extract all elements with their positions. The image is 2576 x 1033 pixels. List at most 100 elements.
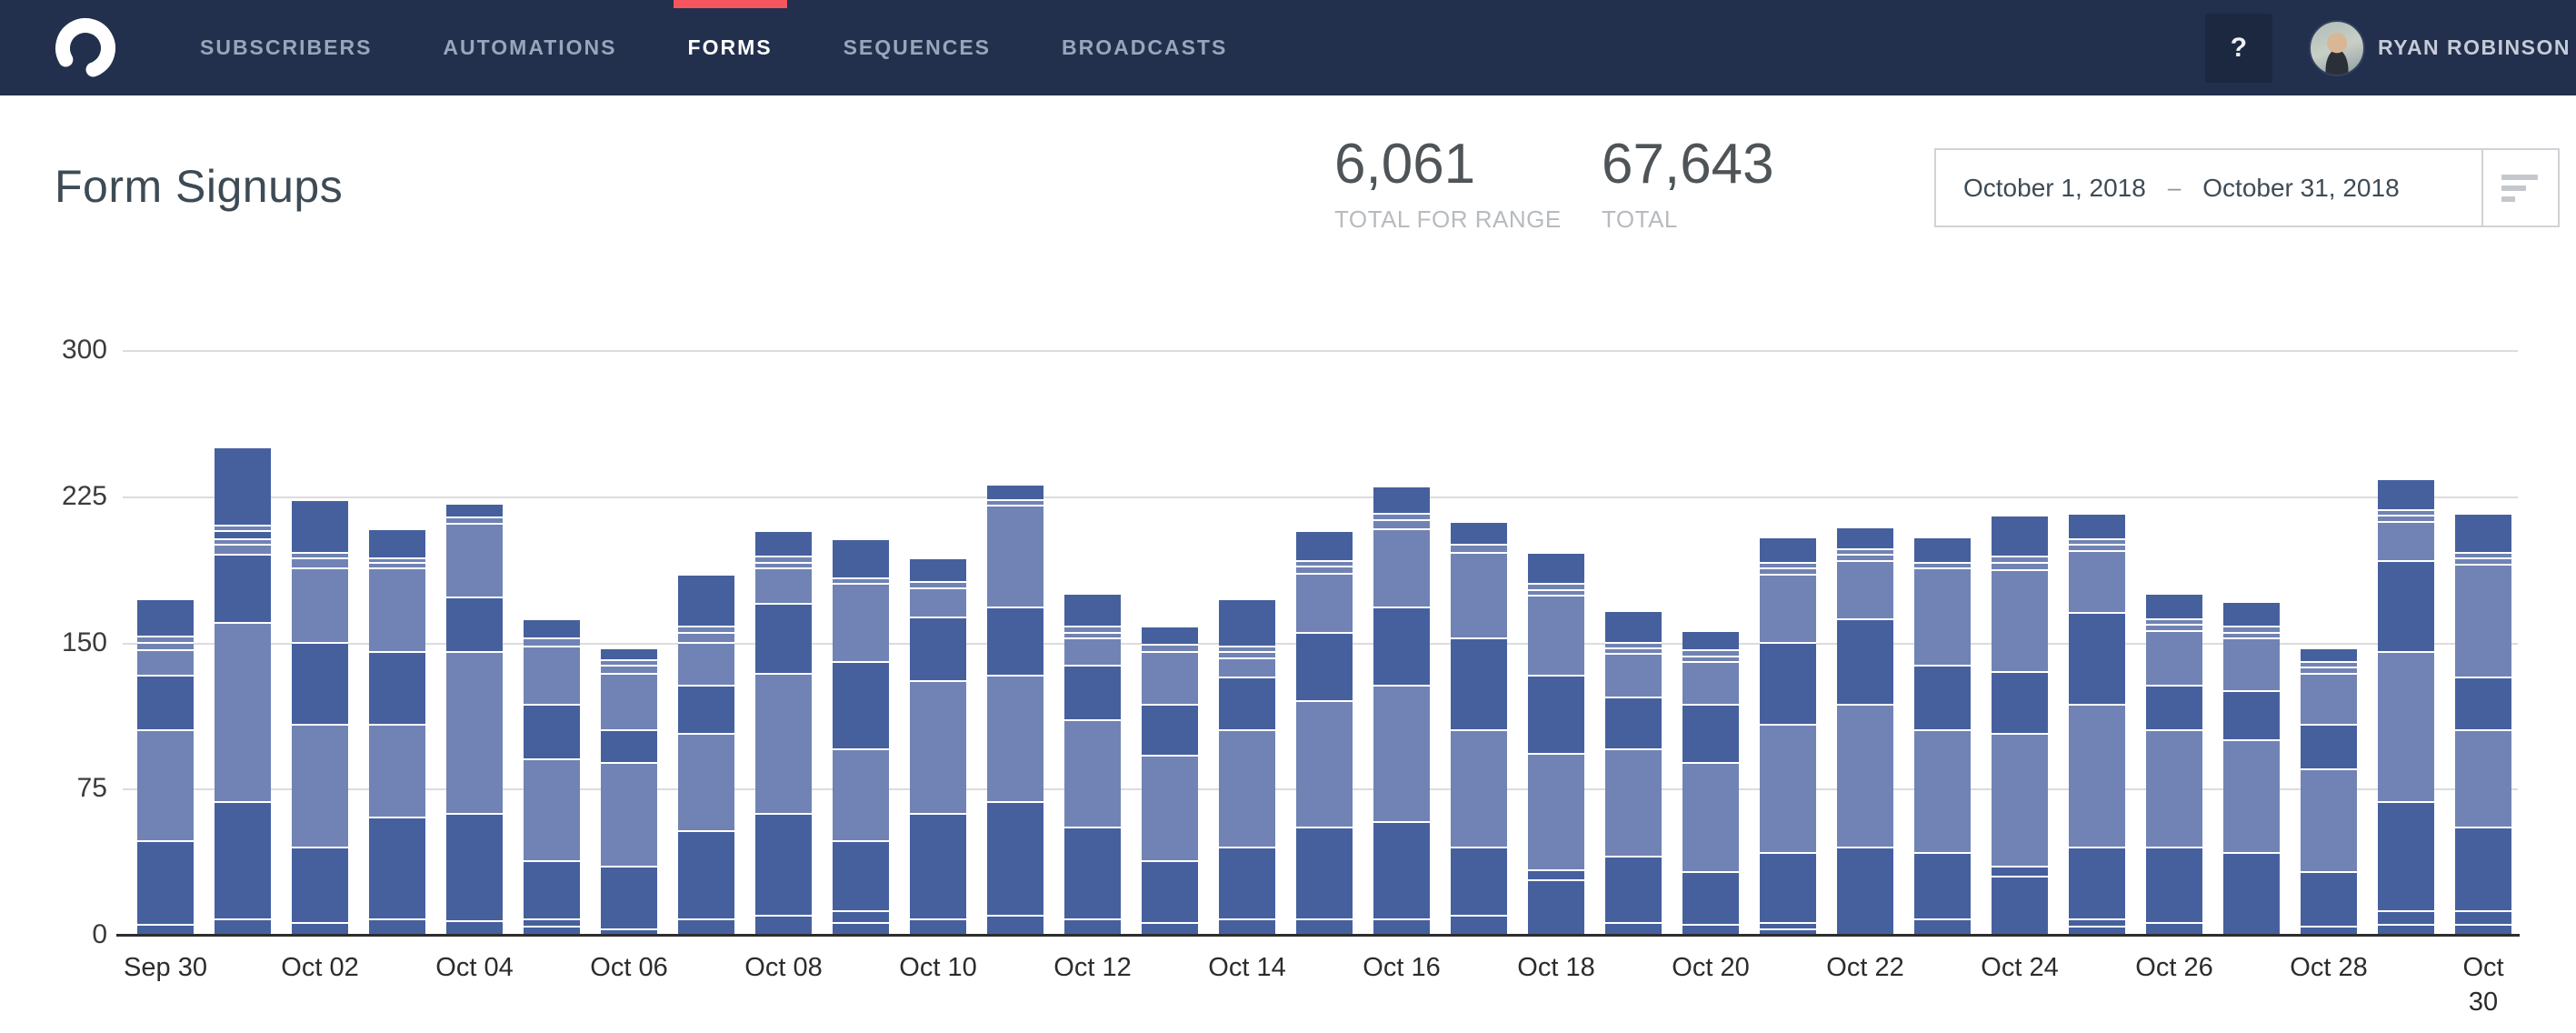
bar-segment — [2301, 668, 2357, 675]
bar-segment — [1373, 520, 1430, 531]
bar-oct-16[interactable] — [1373, 487, 1430, 936]
date-range-picker[interactable]: October 1, 2018 – October 31, 2018 — [1934, 148, 2560, 227]
date-range-start: October 1, 2018 — [1963, 173, 2146, 202]
x-axis-label: Oct 02 — [281, 953, 359, 982]
bar-oct-10[interactable] — [910, 559, 966, 936]
bar-segment — [1373, 530, 1430, 608]
bar-segment — [833, 539, 889, 579]
bar-segment — [1142, 627, 1198, 646]
bar-segment — [524, 619, 580, 640]
bar-oct-05[interactable] — [524, 619, 580, 936]
bar-segment — [1451, 639, 1507, 731]
convertkit-logo-icon[interactable] — [49, 12, 122, 85]
bar-segment — [2069, 847, 2125, 920]
bar-segment — [1219, 658, 1275, 679]
bar-segment — [446, 518, 503, 525]
bar-oct-21[interactable] — [1760, 537, 1816, 936]
bar-oct-12[interactable] — [1064, 594, 1121, 936]
bar-segment — [2455, 828, 2511, 913]
bar-oct-03[interactable] — [369, 530, 425, 936]
bar-oct-14[interactable] — [1219, 600, 1275, 936]
bar-segment — [1760, 853, 1816, 925]
bar-oct-22[interactable] — [1837, 528, 1893, 936]
bar-segment — [369, 653, 425, 726]
bar-oct-01[interactable] — [215, 448, 271, 936]
bar-segment — [2378, 510, 2434, 517]
bar-segment — [1373, 607, 1430, 687]
bar-segment — [1914, 919, 1971, 936]
bar-segment — [1219, 653, 1275, 659]
bar-segment — [369, 818, 425, 920]
bar-segment — [1605, 857, 1662, 925]
bar-segment — [1992, 571, 2048, 673]
bar-segment — [1064, 627, 1121, 634]
bar-segment — [755, 916, 812, 936]
bar-segment — [524, 919, 580, 928]
bar-oct-11[interactable] — [987, 485, 1043, 936]
bar-oct-07[interactable] — [678, 575, 734, 936]
x-axis-label: Sep 30 — [124, 953, 207, 982]
bar-segment — [2301, 648, 2357, 663]
bar-segment — [1605, 697, 1662, 751]
bar-segment — [1219, 919, 1275, 936]
bar-segment — [755, 557, 812, 564]
nav-item-broadcasts[interactable]: BROADCASTS — [1062, 35, 1228, 59]
top-navbar: SUBSCRIBERS AUTOMATIONS FORMS SEQUENCES BROA… — [0, 0, 2576, 95]
bar-segment — [1605, 655, 1662, 698]
bar-segment — [292, 725, 348, 848]
bar-oct-29[interactable] — [2378, 479, 2434, 936]
bar-oct-15[interactable] — [1296, 532, 1353, 936]
bar-oct-18[interactable] — [1528, 553, 1584, 936]
bar-oct-23[interactable] — [1914, 537, 1971, 936]
bar-segment — [755, 815, 812, 917]
bar-oct-24[interactable] — [1992, 516, 2048, 936]
nav-item-sequences[interactable]: SEQUENCES — [843, 35, 992, 59]
date-range-text: October 1, 2018 – October 31, 2018 — [1936, 174, 2481, 203]
y-axis-label: 150 — [61, 627, 107, 657]
bar-segment — [1992, 516, 2048, 558]
bar-oct-02[interactable] — [292, 501, 348, 936]
bar-oct-27[interactable] — [2223, 602, 2280, 936]
bar-oct-30[interactable] — [2455, 515, 2511, 936]
avatar[interactable] — [2308, 19, 2365, 76]
bar-segment — [1992, 563, 2048, 572]
nav-item-subscribers[interactable]: SUBSCRIBERS — [200, 35, 373, 59]
bar-segment — [1296, 919, 1353, 936]
bar-oct-09[interactable] — [833, 539, 889, 936]
bar-oct-25[interactable] — [2069, 515, 2125, 936]
bar-segment — [1992, 735, 2048, 868]
bar-segment — [446, 598, 503, 654]
help-button[interactable]: ? — [2204, 13, 2272, 83]
bar-segment — [2223, 692, 2280, 741]
bar-oct-20[interactable] — [1682, 631, 1739, 936]
nav-item-forms[interactable]: FORMS — [673, 0, 787, 95]
bar-segment — [446, 653, 503, 816]
bar-oct-06[interactable] — [601, 648, 657, 936]
bar-oct-08[interactable] — [755, 532, 812, 936]
bar-segment — [1451, 546, 1507, 554]
bar-oct-04[interactable] — [446, 505, 503, 936]
x-axis-label: Oct 18 — [1517, 953, 1595, 982]
bar-segment — [910, 815, 966, 920]
x-axis-label: Oct 10 — [899, 953, 977, 982]
bar-segment — [1064, 639, 1121, 667]
bar-oct-26[interactable] — [2146, 594, 2202, 936]
bar-sep-30[interactable] — [137, 600, 194, 936]
bar-oct-17[interactable] — [1451, 522, 1507, 936]
page-title: Form Signups — [55, 161, 344, 212]
x-axis-label: Oct 22 — [1826, 953, 1904, 982]
bar-oct-28[interactable] — [2301, 648, 2357, 936]
bar-segment — [833, 585, 889, 663]
bar-segment — [1528, 590, 1584, 597]
bar-oct-19[interactable] — [1605, 612, 1662, 936]
bar-segment — [2301, 674, 2357, 726]
bar-segment — [1296, 633, 1353, 702]
bar-oct-13[interactable] — [1142, 627, 1198, 936]
nav-item-automations[interactable]: AUTOMATIONS — [443, 35, 617, 59]
user-name[interactable]: RYAN ROBINSON — [2377, 35, 2571, 59]
bar-segment — [2069, 546, 2125, 552]
x-axis-label: Oct 24 — [1981, 953, 2059, 982]
bar-segment — [2455, 553, 2511, 560]
filter-icon[interactable] — [2483, 150, 2558, 226]
bar-segment — [1837, 706, 1893, 848]
